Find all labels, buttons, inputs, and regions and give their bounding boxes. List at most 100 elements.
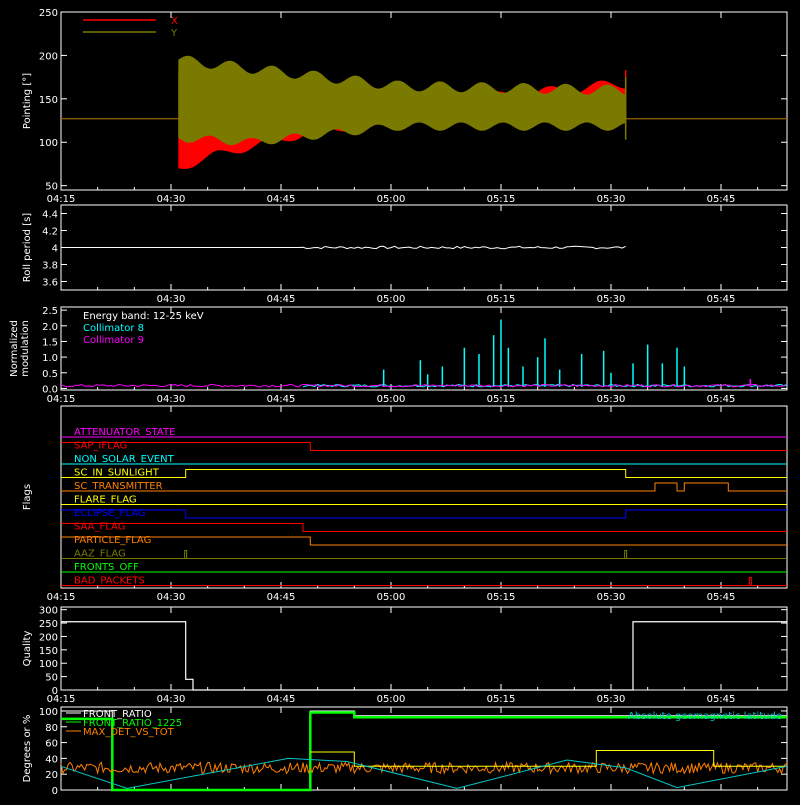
flag-label: NON_SOLAR_EVENT	[74, 454, 175, 465]
flag-label: SAP_IFLAG	[74, 441, 127, 452]
x-tick-label: 05:00	[377, 294, 406, 305]
y-tick-label: 200	[39, 632, 58, 643]
flag-label: SAA_FLAG	[74, 522, 125, 533]
y-tick-label: 3.6	[42, 278, 58, 289]
flag-fronts_off: FRONTS_OFF	[61, 562, 787, 573]
series-max-det-vs-tot	[60, 760, 788, 776]
panel-degrees: 0 20 40 60 80 100 Degrees or % FRONT_RATIOFRONT…	[22, 706, 788, 797]
legend-label: FRONT_RATIO_1225	[83, 718, 182, 729]
max-det-trace	[60, 760, 788, 776]
panel-modulation: 04:15 04:30 04:45 05:00 05:15 05:30 05:45 0.0 0.…	[9, 306, 788, 405]
modulation-baseline	[60, 383, 786, 388]
flag-label: ATTENUATOR_STATE	[74, 427, 175, 438]
x-tick-label: 04:15	[47, 592, 76, 603]
x-tick-label: 04:30	[157, 592, 186, 603]
flag-label: SC_TRANSMITTER	[74, 481, 163, 492]
y-tick-label: 150	[39, 95, 58, 106]
flag-trace	[61, 523, 787, 532]
panel-pointing: 04:15 04:30 04:45 05:00 05:15 05:30 05:45 50 100…	[22, 8, 788, 205]
oscillation-band	[178, 55, 626, 146]
legend-label: FRONT_RATIO	[83, 709, 152, 720]
series-front-ratio-1225	[61, 711, 787, 792]
latitude-curve	[60, 757, 788, 789]
flag-trace	[61, 442, 787, 451]
flag-pulse	[184, 550, 188, 559]
flag-pulse	[624, 550, 628, 559]
y-tick-label: 4.2	[42, 227, 58, 238]
flag-trace	[61, 536, 787, 546]
x-tick-label: 05:45	[707, 294, 736, 305]
flag-label: BAD_PACKETS	[74, 576, 145, 587]
flag-label: SC_IN_SUNLIGHT	[74, 468, 160, 479]
x-tick-label: 04:15	[47, 194, 76, 205]
series-collimator-9	[60, 379, 786, 388]
y-tick-label: 40	[45, 754, 58, 765]
x-tick-label: 04:45	[267, 194, 296, 205]
x-tick-label: 05:00	[377, 394, 406, 405]
y-tick-label: 20	[45, 770, 58, 781]
x-tick-label: 04:45	[267, 592, 296, 603]
x-tick-label: 05:00	[377, 592, 406, 603]
x-tick-label: 04:45	[267, 694, 296, 705]
series-y	[61, 55, 787, 146]
legend-label: MAX_DET_VS_TOT	[83, 727, 175, 738]
x-tick-label: 04:30	[157, 294, 186, 305]
y-tick-label: 200	[39, 51, 58, 62]
flag-saa_flag: SAA_FLAG	[61, 522, 787, 533]
flag-label: ECLIPSE_FLAG	[74, 508, 145, 519]
x-tick-label: 05:15	[487, 294, 516, 305]
x-tick-label: 04:15	[47, 394, 76, 405]
x-tick-label: 04:15	[47, 694, 76, 705]
y-axis-label: Flags	[22, 484, 33, 510]
ratio-trace	[61, 711, 787, 792]
flag-sap_iflag: SAP_IFLAG	[61, 441, 787, 452]
flag-label: FLARE_FLAG	[74, 495, 137, 506]
flag-non_solar_event: NON_SOLAR_EVENT	[61, 454, 787, 465]
y-tick-label: 50	[45, 182, 58, 193]
flag-sc_in_sunlight: SC_IN_SUNLIGHT	[61, 468, 787, 479]
y-tick-label: 0	[52, 786, 58, 797]
flag-particle_flag: PARTICLE_FLAG	[61, 535, 787, 546]
y-tick-label: 100	[39, 707, 58, 718]
x-tick-label: 05:15	[487, 592, 516, 603]
y-tick-label: 4	[52, 244, 58, 255]
panel-frame	[60, 706, 788, 791]
legend-label: Y	[170, 28, 178, 39]
y-tick-label: 0	[52, 686, 58, 697]
x-tick-label: 04:45	[267, 394, 296, 405]
flag-trace	[61, 509, 787, 519]
y-axis-label: Pointing [°]	[22, 73, 33, 129]
x-tick-label: 05:00	[377, 194, 406, 205]
flag-trace	[61, 469, 787, 478]
panel-frame	[60, 306, 788, 391]
x-tick-label: 05:30	[597, 394, 626, 405]
roll-period-line	[61, 245, 626, 250]
y-tick-label: 3.8	[42, 261, 58, 272]
x-tick-label: 05:30	[597, 294, 626, 305]
x-tick-label: 05:15	[487, 694, 516, 705]
flag-bad_packets: BAD_PACKETS	[61, 576, 787, 587]
ratio-trace	[310, 749, 787, 767]
panel-frame	[60, 405, 788, 589]
x-tick-label: 04:30	[157, 394, 186, 405]
y-tick-label: 1.0	[42, 353, 58, 364]
series-collimator-8	[302, 319, 788, 388]
y-tick-label: 150	[39, 646, 58, 657]
x-tick-label: 05:30	[597, 694, 626, 705]
panel-frame	[60, 11, 788, 191]
y-tick-label: 50	[45, 673, 58, 684]
y-tick-label: 100	[39, 659, 58, 670]
y-axis-label: Quality	[22, 631, 33, 667]
y-tick-label: 60	[45, 739, 58, 750]
y-axis-label: Roll period [s]	[22, 213, 33, 282]
y-tick-label: 80	[45, 723, 58, 734]
flag-aaz_flag: AAZ_FLAG	[61, 549, 787, 560]
y-tick-label: 250	[39, 8, 58, 19]
legend-label: Collimator 8	[83, 323, 144, 334]
legend-label: X	[171, 16, 178, 27]
x-tick-label: 05:15	[487, 194, 516, 205]
flag-trace	[61, 482, 787, 492]
x-tick-label: 05:15	[487, 394, 516, 405]
